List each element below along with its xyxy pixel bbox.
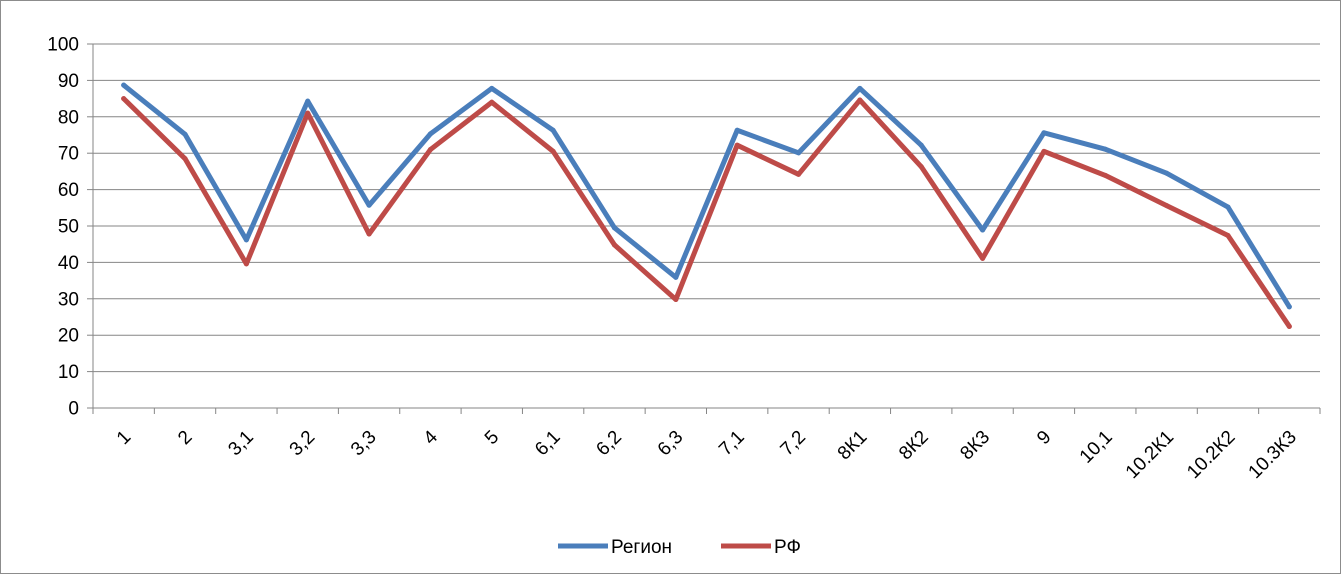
y-tick-label: 60 [58,180,79,201]
y-tick-label: 50 [58,217,79,238]
y-tick-label: 70 [58,144,79,165]
data-point [182,156,188,162]
data-point [673,274,679,280]
data-point [611,242,617,248]
y-tick-label: 40 [58,253,79,274]
data-point [1286,304,1292,310]
y-tick-label: 0 [68,399,79,420]
data-point [1164,170,1170,176]
data-point [857,97,863,103]
data-point [1102,146,1108,152]
data-point [366,202,372,208]
data-point [305,98,311,104]
data-point [734,142,740,148]
data-point [796,150,802,156]
data-point [550,148,556,154]
data-point [857,85,863,91]
data-point [980,227,986,233]
y-tick-label: 30 [58,289,79,310]
data-point [243,237,249,243]
data-point [673,297,679,303]
data-point [918,164,924,170]
data-point [796,171,802,177]
data-point [918,142,924,148]
y-tick-label: 100 [47,35,79,56]
data-point [734,127,740,133]
legend-label: Регион [611,537,672,558]
data-point [182,131,188,137]
data-point [1225,232,1231,238]
data-point [1102,172,1108,178]
data-point [121,96,127,102]
data-point [366,231,372,237]
data-point [489,85,495,91]
data-point [611,225,617,231]
data-point [1225,204,1231,210]
y-tick-label: 80 [58,107,79,128]
y-tick-label: 20 [58,326,79,347]
series-line-2 [121,96,1292,329]
data-point [243,261,249,267]
series-line-1 [121,82,1292,310]
data-point [1041,148,1047,154]
data-point [121,82,127,88]
data-point [1286,323,1292,329]
y-tick-label: 10 [58,362,79,383]
legend: Регион РФ [558,537,801,558]
data-point [489,99,495,105]
legend-label: РФ [774,537,801,558]
y-tick-label: 90 [58,71,79,92]
data-point [427,147,433,153]
data-point [1164,203,1170,209]
data-point [305,110,311,116]
data-point [427,131,433,137]
data-point [980,255,986,261]
series-lines [121,82,1292,329]
data-point [550,127,556,133]
data-point [1041,130,1047,136]
